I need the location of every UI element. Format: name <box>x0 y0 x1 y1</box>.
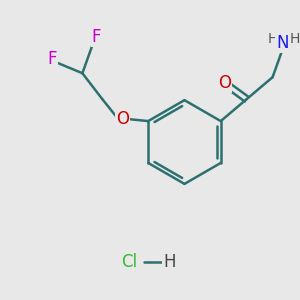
Text: H: H <box>289 32 300 46</box>
Text: O: O <box>116 110 129 128</box>
Text: F: F <box>92 28 101 46</box>
Text: Cl: Cl <box>122 253 138 271</box>
Text: H: H <box>267 32 278 46</box>
Text: F: F <box>48 50 57 68</box>
Text: H: H <box>163 253 176 271</box>
Text: O: O <box>218 74 231 92</box>
Text: N: N <box>276 34 289 52</box>
